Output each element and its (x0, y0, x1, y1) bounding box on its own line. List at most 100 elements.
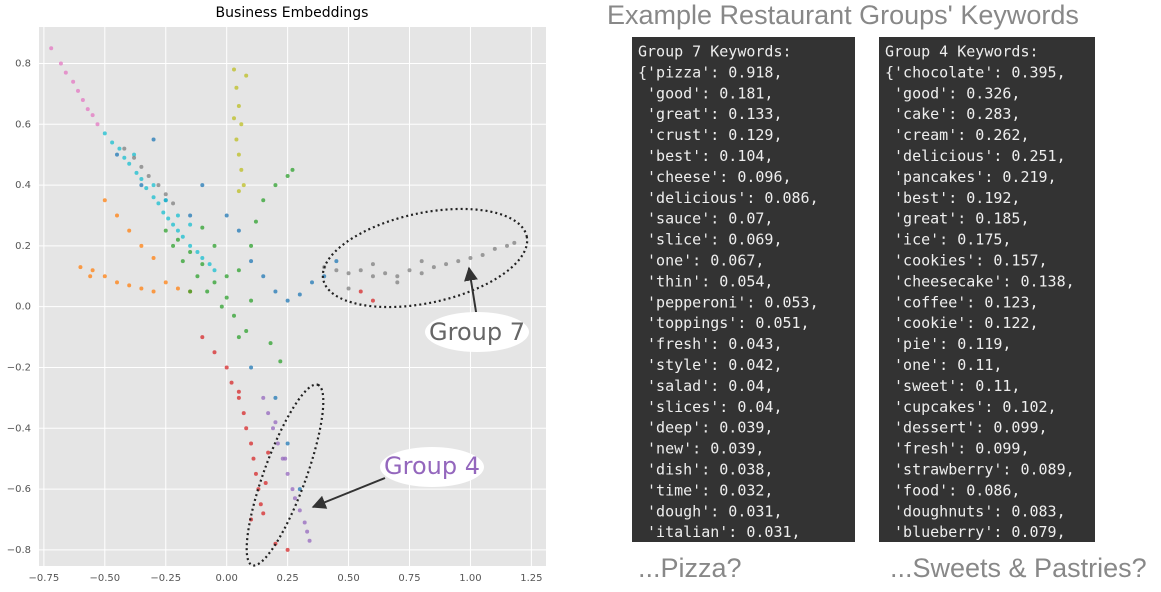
point (58, 61, 63, 66)
keyword-line: 'dessert': 0.099, (885, 419, 1048, 437)
point (236, 395, 241, 400)
point (139, 183, 144, 188)
point (175, 237, 180, 242)
group-7-outline (321, 207, 529, 309)
point (132, 155, 137, 160)
point (232, 67, 236, 72)
point (139, 243, 144, 248)
point (76, 88, 80, 93)
point (127, 228, 132, 233)
keyword-line: 'cheese': 0.096, (638, 168, 792, 186)
y-tick-label: 0.2 (15, 241, 31, 252)
point (78, 265, 83, 270)
x-tick-label: −0.25 (150, 573, 181, 584)
keyword-line: 'italian': 0.031, (638, 523, 801, 541)
label-bubble (425, 312, 529, 352)
point (88, 274, 93, 279)
point (492, 246, 497, 251)
keyword-line: 'slices': 0.04, (638, 398, 783, 416)
keyword-line: 'doughnuts': 0.083, (885, 502, 1066, 520)
point (273, 395, 278, 400)
x-tick-label: −0.50 (89, 573, 120, 584)
keyword-line: 'good': 0.326, (885, 84, 1020, 102)
point (163, 280, 168, 285)
point (236, 389, 241, 394)
point (253, 219, 258, 224)
point (115, 280, 119, 285)
point (146, 173, 151, 178)
point (263, 481, 268, 486)
keyword-line: 'strawberry': 0.089, (885, 461, 1075, 479)
point (115, 152, 119, 157)
point (505, 243, 509, 248)
point (444, 262, 449, 267)
keyword-line: 'toppings': 0.051, (638, 314, 810, 332)
point (188, 243, 193, 248)
point (139, 286, 144, 291)
point (480, 253, 485, 258)
point (151, 137, 156, 142)
point (302, 520, 307, 525)
keyword-panel (879, 37, 1095, 542)
keyword-line: 'delicious': 0.086, (638, 189, 819, 207)
point (431, 265, 436, 270)
point (132, 152, 137, 157)
x-tick-label: −0.75 (29, 573, 60, 584)
point (236, 268, 241, 273)
point (285, 471, 290, 476)
keyword-line: 'cream': 0.262, (885, 126, 1030, 144)
point (285, 441, 290, 446)
point (249, 243, 254, 248)
point (297, 508, 302, 513)
point (127, 161, 132, 166)
point (292, 496, 297, 501)
annotation: Group 4 (384, 452, 480, 480)
point (383, 271, 388, 276)
keyword-line: 'dish': 0.038, (638, 461, 773, 479)
point (244, 329, 249, 334)
point (188, 249, 193, 254)
point (102, 198, 107, 203)
keyword-line: 'deep': 0.039, (638, 419, 773, 437)
point (102, 274, 107, 279)
point (212, 280, 217, 285)
point (310, 280, 314, 285)
point (188, 213, 193, 218)
point (171, 201, 176, 206)
keyword-line: 'blueberry': 0.079, (885, 523, 1066, 541)
point (139, 164, 144, 169)
keyword-line: Group 7 Keywords: (638, 43, 792, 61)
point (212, 350, 217, 355)
point (468, 256, 473, 261)
y-tick-label: 0.8 (15, 58, 31, 69)
keyword-line: 'cake': 0.283, (885, 105, 1020, 123)
point (71, 79, 76, 84)
point (346, 286, 351, 291)
point (370, 274, 375, 279)
point (278, 359, 283, 364)
point (261, 395, 266, 400)
point (212, 243, 217, 248)
point (200, 225, 205, 230)
point (102, 131, 107, 136)
x-tick-label: 0.50 (337, 573, 359, 584)
point (85, 107, 90, 112)
point (175, 286, 180, 291)
point (244, 73, 249, 78)
point (358, 289, 363, 294)
point (307, 538, 312, 543)
keyword-line: 'coffee': 0.123, (885, 293, 1039, 311)
point (232, 116, 236, 121)
point (249, 365, 254, 370)
point (290, 487, 295, 492)
point (358, 268, 363, 273)
keyword-line: 'good': 0.181, (638, 84, 773, 102)
point (151, 183, 156, 188)
point (266, 411, 271, 416)
point (236, 189, 241, 194)
point (224, 365, 229, 370)
point (234, 137, 239, 142)
point (80, 97, 85, 102)
keyword-line: 'time': 0.032, (638, 481, 773, 499)
